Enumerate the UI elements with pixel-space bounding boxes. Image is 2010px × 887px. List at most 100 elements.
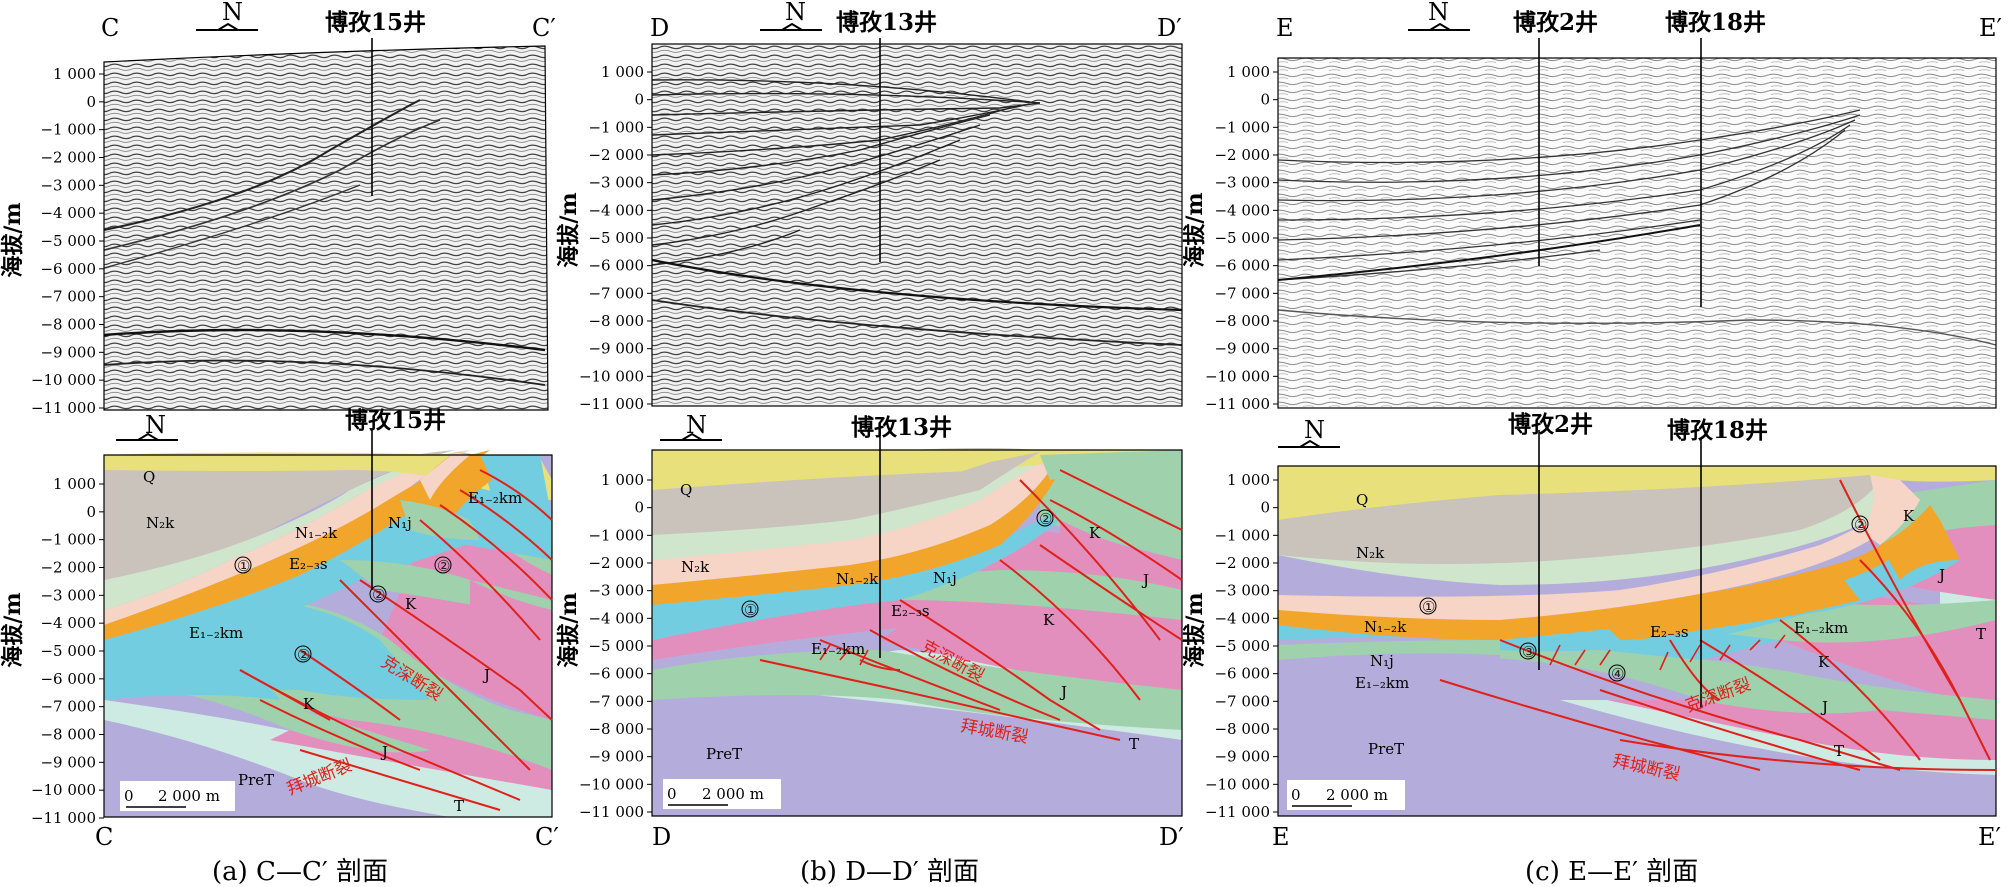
label-n2k-c: N₂k bbox=[1356, 544, 1385, 562]
y-axis-label-a-top: 海拔/m bbox=[0, 202, 26, 277]
label-k-b: K bbox=[1089, 524, 1101, 542]
y-tick-label: 1 000 bbox=[601, 471, 644, 489]
y-axis-label-b-bottom: 海拔/m bbox=[556, 592, 582, 667]
label-t-b: T bbox=[1129, 735, 1139, 753]
label-k: K bbox=[405, 595, 417, 613]
label-q: Q bbox=[143, 468, 155, 486]
y-tick-label: −8 000 bbox=[588, 720, 644, 738]
panel-a-north-label-top: N bbox=[222, 0, 243, 26]
panel-a-caption: (a) C—C′ 剖面 bbox=[212, 857, 388, 887]
panel-a-geology bbox=[103, 430, 553, 818]
label-e12km-top: E₁₋₂km bbox=[468, 489, 522, 507]
panel-a-end-bottom: C′ bbox=[535, 823, 559, 851]
label-e12km-b: E₁₋₂km bbox=[811, 640, 865, 658]
y-tick-label: −1 000 bbox=[1214, 526, 1270, 544]
panel-c-north-label-top: N bbox=[1428, 0, 1449, 26]
y-tick-label: −2 000 bbox=[1214, 554, 1270, 572]
circle-1: ① bbox=[237, 557, 250, 575]
y-tick-label: −5 000 bbox=[40, 642, 96, 660]
y-tick-label: −5 000 bbox=[1214, 229, 1270, 247]
y-tick-label: 1 000 bbox=[53, 65, 96, 83]
panel-c-scale-zero: 0 bbox=[1291, 786, 1301, 804]
label-n1j-b: N₁j bbox=[933, 569, 957, 587]
label-k2: K bbox=[303, 695, 315, 713]
y-tick-label: −2 000 bbox=[588, 554, 644, 572]
y-tick-label: −10 000 bbox=[1205, 775, 1270, 793]
y-tick-label: −7 000 bbox=[1214, 284, 1270, 302]
y-tick-label: −7 000 bbox=[1214, 692, 1270, 710]
y-tick-label: −9 000 bbox=[1214, 748, 1270, 766]
y-axis-label-c-bottom: 海拔/m bbox=[1182, 592, 1208, 667]
panel-c-well-bottom-2: 博孜18井 bbox=[1667, 417, 1768, 444]
panel-a-well-top: 博孜15井 bbox=[325, 9, 426, 36]
y-tick-label: −9 000 bbox=[588, 340, 644, 358]
y-tick-label: −11 000 bbox=[1205, 803, 1270, 821]
y-tick-label: 1 000 bbox=[1227, 63, 1270, 81]
circle-1-b: ① bbox=[744, 601, 757, 619]
panel-a-start-bottom: C bbox=[95, 823, 113, 851]
panel-a-scale-label: 2 000 m bbox=[158, 787, 220, 805]
panel-b-north-label-bottom: N bbox=[686, 411, 707, 439]
y-tick-label: −7 000 bbox=[588, 284, 644, 302]
y-tick-label: −3 000 bbox=[588, 582, 644, 600]
label-n1j: N₁j bbox=[388, 514, 412, 532]
label-j-c: J bbox=[1937, 566, 1945, 584]
y-tick-label: −8 000 bbox=[588, 312, 644, 330]
y-tick-label: −7 000 bbox=[40, 288, 96, 306]
panel-a-end-top: C′ bbox=[532, 14, 556, 42]
y-tick-label: 0 bbox=[1260, 499, 1270, 517]
panel-a-scale-zero: 0 bbox=[124, 787, 134, 805]
panel-c-north-label-bottom: N bbox=[1304, 416, 1325, 444]
panel-a-north-label-bottom: N bbox=[145, 411, 166, 439]
panel-c-start-bottom: E bbox=[1272, 823, 1290, 851]
panel-b-scale-bar bbox=[663, 779, 781, 809]
circle-4-c: ④ bbox=[1611, 665, 1624, 683]
label-t-c: T bbox=[1976, 625, 1986, 643]
panel-c: E E′ 博孜2井 博孜18井 N bbox=[1272, 0, 2002, 887]
label-q-c: Q bbox=[1356, 491, 1368, 509]
label-n2k-b: N₂k bbox=[681, 558, 710, 576]
y-tick-label: −4 000 bbox=[40, 204, 96, 222]
circle-2-c: ② bbox=[1854, 516, 1867, 534]
panel-c-end-top: E′ bbox=[1979, 14, 2002, 42]
label-e12km-c2: E₁₋₂km bbox=[1355, 674, 1409, 692]
label-n12k-c: N₁₋₂k bbox=[1364, 618, 1407, 636]
y-tick-label: −2 000 bbox=[588, 146, 644, 164]
y-tick-label: −5 000 bbox=[588, 637, 644, 655]
y-tick-label: −11 000 bbox=[31, 809, 96, 827]
y-tick-label: −2 000 bbox=[1214, 146, 1270, 164]
panel-b-north-arrow-top bbox=[760, 22, 822, 31]
y-tick-label: −10 000 bbox=[31, 371, 96, 389]
label-k-c: K bbox=[1903, 507, 1915, 525]
circle-2-b: ② bbox=[1039, 510, 1052, 528]
y-axis-label-c-top: 海拔/m bbox=[1182, 192, 1208, 267]
y-tick-label: −9 000 bbox=[40, 343, 96, 361]
label-n1j-c: N₁j bbox=[1370, 652, 1394, 670]
y-tick-label: 0 bbox=[634, 91, 644, 109]
panel-b-start-top: D bbox=[650, 14, 669, 42]
y-tick-label: −4 000 bbox=[40, 614, 96, 632]
label-pret: PreT bbox=[238, 771, 274, 789]
label-pret-c: PreT bbox=[1368, 740, 1404, 758]
y-tick-label: −10 000 bbox=[31, 781, 96, 799]
y-tick-label: −2 000 bbox=[40, 559, 96, 577]
panel-b-geology bbox=[651, 430, 1183, 817]
label-j-b: J bbox=[1141, 571, 1149, 589]
y-tick-label: −8 000 bbox=[40, 316, 96, 334]
y-tick-label: −6 000 bbox=[40, 260, 96, 278]
y-tick-label: −3 000 bbox=[40, 586, 96, 604]
panel-b-start-bottom: D bbox=[652, 823, 671, 851]
panel-c-scale-label: 2 000 m bbox=[1326, 786, 1388, 804]
panel-a-north-arrow-top bbox=[196, 22, 258, 31]
panel-a-start-top: C bbox=[101, 14, 119, 42]
label-n12k: N₁₋₂k bbox=[295, 524, 338, 542]
y-tick-label: −4 000 bbox=[1214, 201, 1270, 219]
circle-3-c: ③ bbox=[1522, 643, 1535, 661]
y-tick-label: −6 000 bbox=[588, 665, 644, 683]
y-tick-label: −8 000 bbox=[1214, 312, 1270, 330]
y-tick-label: −8 000 bbox=[40, 726, 96, 744]
panel-a-well-bottom: 博孜15井 bbox=[345, 407, 446, 434]
panel-c-well-bottom-1: 博孜2井 bbox=[1508, 411, 1593, 438]
panel-b-scale-zero: 0 bbox=[667, 785, 677, 803]
